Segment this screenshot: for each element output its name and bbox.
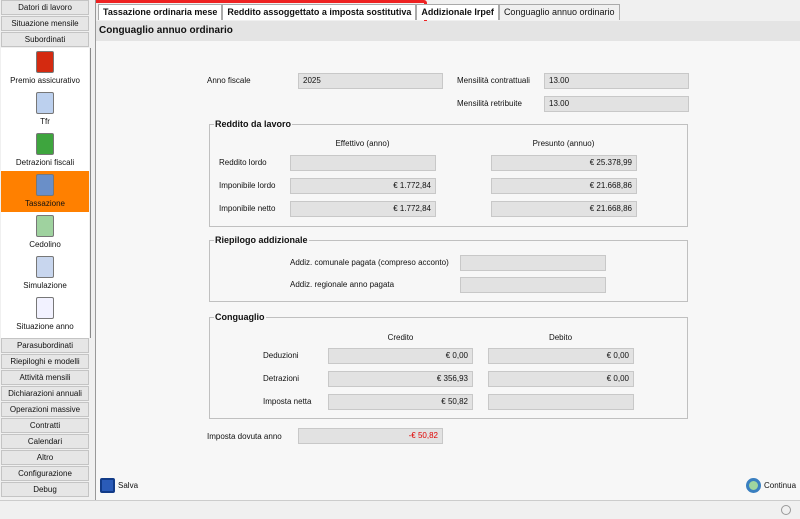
busy-indicator-icon: [781, 505, 791, 515]
sidebar-section-button[interactable]: Situazione mensile: [1, 16, 89, 31]
readonly-field[interactable]: € 356,93: [328, 371, 473, 387]
conguaglio-group: Conguaglio: [209, 311, 688, 419]
field-label: Deduzioni: [263, 351, 299, 360]
calendar-icon: [36, 297, 54, 319]
sidebar-item-label: Situazione anno: [16, 322, 74, 331]
sidebar-item[interactable]: Detrazioni fiscali: [1, 130, 89, 171]
sidebar-section-button[interactable]: Operazioni massive: [1, 402, 89, 417]
sidebar-item-label: Cedolino: [29, 240, 61, 249]
sidebar-item-label: Detrazioni fiscali: [15, 158, 75, 167]
sidebar-item[interactable]: Premio assicurativo: [1, 48, 89, 89]
readonly-field[interactable]: € 25.378,99: [491, 155, 637, 171]
sidebar-section-button[interactable]: Datori di lavoro: [1, 0, 89, 15]
column-header: Presunto (annuo): [532, 139, 595, 148]
shield-icon: [36, 133, 54, 155]
readonly-field[interactable]: € 0,00: [488, 348, 634, 364]
tab[interactable]: Reddito assoggettato a imposta sostituti…: [222, 4, 417, 20]
tab[interactable]: Tassazione ordinaria mese: [98, 4, 223, 20]
sidebar-section-button[interactable]: Configurazione: [1, 466, 89, 481]
field-label: Addiz. comunale pagata (compreso acconto…: [290, 258, 449, 267]
sidebar-section-button[interactable]: Attività mensili: [1, 370, 89, 385]
readonly-field[interactable]: € 21.668,86: [491, 201, 637, 217]
sidebar-section-button[interactable]: Parasubordinati: [1, 338, 89, 353]
sidebar-section-button[interactable]: Subordinati: [1, 32, 89, 47]
readonly-field[interactable]: [460, 255, 606, 271]
sidebar-item[interactable]: Simulazione: [1, 253, 89, 294]
calculator-icon: [36, 174, 54, 196]
field-label: Detrazioni: [263, 374, 300, 383]
sidebar-item[interactable]: Cedolino: [1, 212, 89, 253]
magnifier-icon: [746, 478, 761, 493]
addizionale-group: Riepilogo addizionale: [209, 234, 688, 302]
sidebar-section-button[interactable]: Contratti: [1, 418, 89, 433]
group-title: Conguaglio: [214, 311, 266, 323]
field-label: Imponibile lordo: [219, 181, 276, 190]
reddito-group: Reddito da lavoro: [209, 118, 688, 227]
readonly-field[interactable]: 13.00: [544, 96, 689, 112]
sidebar-item[interactable]: Situazione anno: [1, 294, 89, 335]
sidebar-section-button[interactable]: Altro: [1, 450, 89, 465]
field-label: Anno fiscale: [207, 76, 251, 85]
sidebar-scrollbar[interactable]: [90, 48, 96, 338]
readonly-field[interactable]: € 50,82: [328, 394, 473, 410]
group-title: Reddito da lavoro: [214, 118, 293, 130]
field-label: Imposta netta: [263, 397, 312, 406]
field-label: Addiz. regionale anno pagata: [290, 280, 395, 289]
page-title: Conguaglio annuo ordinario: [96, 21, 800, 41]
field-label: Mensilità contrattuali: [457, 76, 530, 85]
sidebar-item[interactable]: Tfr: [1, 89, 89, 130]
sidebar-section-button[interactable]: Debug: [1, 482, 89, 497]
readonly-field[interactable]: € 0,00: [488, 371, 634, 387]
readonly-field[interactable]: € 1.772,84: [290, 201, 436, 217]
tab-bar: Tassazione ordinaria mese Reddito assogge…: [98, 4, 620, 20]
ribbon-icon: [36, 51, 54, 73]
floppy-disk-icon: [100, 478, 115, 493]
continue-button[interactable]: Continua: [746, 478, 796, 493]
field-label: Imposta dovuta anno: [207, 432, 282, 441]
sidebar-section-button[interactable]: Riepiloghi e modelli: [1, 354, 89, 369]
bottom-toolbar: Salva Continua: [96, 475, 800, 500]
sidebar-section-button[interactable]: Calendari: [1, 434, 89, 449]
sidebar-section-button[interactable]: Dichiarazioni annuali: [1, 386, 89, 401]
readonly-field[interactable]: € 21.668,86: [491, 178, 637, 194]
edit-document-icon: [36, 256, 54, 278]
tab[interactable]: Conguaglio annuo ordinario: [498, 4, 620, 20]
sidebar-items: Premio assicurativo Tfr Detrazioni fiscali…: [1, 48, 89, 338]
field-label: Mensilità retribuite: [457, 99, 522, 108]
readonly-field[interactable]: [488, 394, 634, 410]
field-label: Imponibile netto: [219, 204, 276, 213]
readonly-field[interactable]: [290, 155, 436, 171]
column-header: Effettivo (anno): [335, 139, 390, 148]
document-icon: [36, 92, 54, 114]
readonly-field[interactable]: € 0,00: [328, 348, 473, 364]
sidebar-item-label: Premio assicurativo: [10, 76, 80, 85]
save-label: Salva: [118, 481, 139, 490]
sidebar-item-label: Tassazione: [24, 199, 66, 208]
group-title: Riepilogo addizionale: [214, 234, 309, 246]
readonly-field[interactable]: 13.00: [544, 73, 689, 89]
continue-label: Continua: [764, 481, 797, 490]
column-header: Debito: [548, 333, 573, 342]
sidebar-item-label: Tfr: [40, 117, 50, 126]
readonly-field[interactable]: -€ 50,82: [298, 428, 443, 444]
field-label: Reddito lordo: [219, 158, 267, 167]
sidebar-item[interactable]: Tassazione: [1, 171, 89, 212]
status-bar: [0, 500, 800, 519]
column-header: Credito: [387, 333, 414, 342]
payslip-icon: [36, 215, 54, 237]
save-button[interactable]: Salva: [100, 478, 138, 493]
sidebar-item-label: Simulazione: [23, 281, 67, 290]
readonly-field[interactable]: € 1.772,84: [290, 178, 436, 194]
readonly-field[interactable]: 2025: [298, 73, 443, 89]
tab[interactable]: Addizionale Irpef: [416, 4, 499, 20]
readonly-field[interactable]: [460, 277, 606, 293]
